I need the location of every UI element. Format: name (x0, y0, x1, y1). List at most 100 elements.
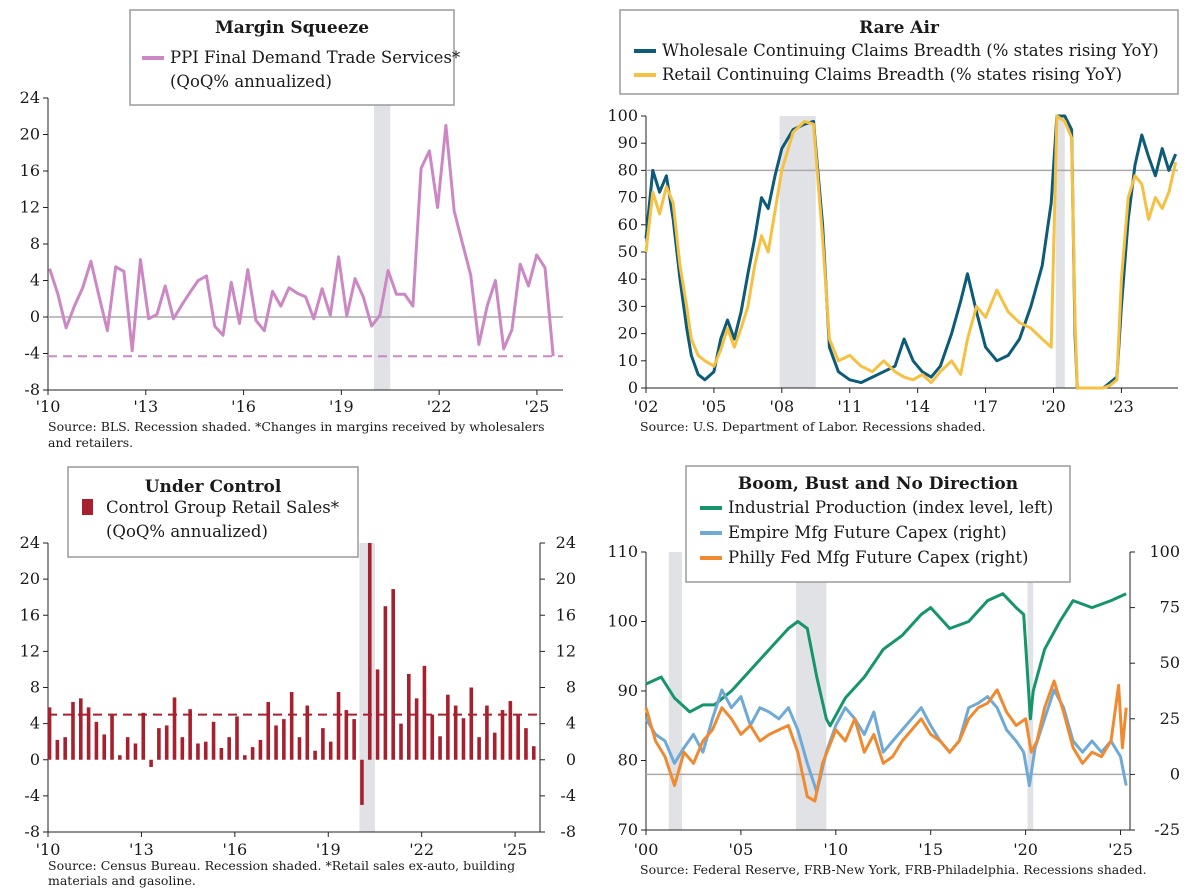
bar (492, 732, 497, 760)
y-tick-label-right: 0 (566, 750, 576, 769)
y-tick-label-right: 20 (556, 569, 576, 588)
y-tick-label-right: 50 (1160, 653, 1180, 672)
bar (289, 692, 294, 760)
bar (531, 746, 536, 760)
legend-label: Industrial Production (index level, left… (728, 498, 1053, 517)
x-tick-label: '10 (36, 397, 61, 416)
bar (266, 701, 271, 760)
y-tick-label: 100 (607, 612, 638, 631)
bar (344, 710, 349, 760)
bar (227, 737, 231, 760)
bar (524, 728, 528, 760)
bar (196, 743, 200, 760)
series-line-1 (644, 114, 1178, 390)
x-tick-label: '19 (329, 397, 354, 416)
y-tick-label-right: -4 (560, 786, 576, 805)
x-tick-label: '23 (1109, 397, 1134, 416)
legend-box (67, 466, 359, 558)
bar (485, 705, 489, 760)
bar (391, 589, 395, 760)
series-line-3 (644, 679, 1128, 803)
y-tick-label: 20 (618, 324, 638, 343)
y-tick-label: 16 (20, 161, 40, 180)
x-tick-label: '11 (837, 397, 862, 416)
y-tick-label: 10 (618, 351, 638, 370)
bar (305, 705, 310, 760)
y-tick-label-right: -25 (1154, 820, 1180, 839)
recession-band (373, 98, 391, 390)
y-tick-label: 12 (20, 198, 40, 217)
bar (367, 543, 372, 760)
y-tick-label: 16 (20, 605, 40, 624)
x-tick-label: '16 (222, 840, 247, 859)
bar (94, 721, 99, 760)
source-note-2: and retailers. (48, 435, 133, 450)
y-tick-label-right: 16 (556, 605, 576, 624)
bar (219, 748, 224, 760)
y-tick-label-right: 24 (556, 533, 576, 552)
bar (125, 737, 130, 760)
source-note: Source: Federal Reserve, FRB-New York, F… (640, 862, 1147, 877)
bar (446, 694, 450, 760)
y-tick-label-right: 12 (556, 641, 576, 660)
x-tick-label: '00 (634, 840, 659, 859)
bar (78, 698, 83, 760)
bar (102, 734, 107, 760)
legend-label: (QoQ% annualized) (170, 72, 332, 91)
bar (71, 701, 75, 760)
y-tick-label: 20 (20, 125, 40, 144)
y-tick-label-right: 25 (1160, 709, 1180, 728)
bar (383, 606, 388, 760)
x-tick-label: '08 (769, 397, 794, 416)
y-tick-label: 20 (20, 569, 40, 588)
x-tick-label: '25 (525, 397, 550, 416)
bar (133, 743, 138, 760)
bar (438, 736, 442, 760)
bar (328, 741, 333, 760)
legend-swatch (82, 499, 93, 515)
bar (47, 707, 52, 760)
y-tick-label: 80 (618, 751, 638, 770)
legend-label: Control Group Retail Sales* (106, 498, 339, 517)
bar (235, 716, 239, 760)
x-tick-label: '13 (129, 840, 154, 859)
legend-label: Wholesale Continuing Claims Breadth (% s… (662, 41, 1159, 60)
bar (110, 714, 114, 760)
recession-band (1055, 116, 1065, 388)
bar (86, 707, 91, 760)
x-tick-label: '22 (427, 397, 452, 416)
bar (453, 705, 458, 760)
legend-box (129, 9, 455, 106)
y-tick-label-right: 8 (566, 678, 576, 697)
source-note: Source: Census Bureau. Recession shaded.… (48, 858, 515, 873)
bar (250, 747, 255, 760)
bar (461, 718, 466, 760)
legend-label: (QoQ% annualized) (106, 522, 268, 541)
bar (430, 714, 435, 760)
series-line-2 (644, 688, 1128, 794)
y-tick-label: 90 (618, 681, 638, 700)
x-tick-label: '05 (702, 397, 727, 416)
bar (336, 692, 341, 760)
y-tick-label: -4 (24, 786, 40, 805)
y-tick-label: -8 (24, 380, 40, 399)
y-tick-label-right: 4 (566, 714, 576, 733)
y-tick-label: 24 (20, 533, 40, 552)
chart-2: 1009080706050403020100'02'05'08'11'14'17… (607, 9, 1179, 434)
y-tick-label: 8 (30, 234, 40, 253)
y-tick-label: 90 (618, 133, 638, 152)
bar (282, 719, 286, 760)
x-tick-label: '19 (316, 840, 341, 859)
x-tick-label: '17 (973, 397, 998, 416)
y-tick-label: 24 (20, 88, 40, 107)
bar (297, 737, 302, 760)
bar (203, 741, 208, 760)
bar (352, 719, 356, 760)
x-tick-label: '14 (905, 397, 930, 416)
bar (55, 739, 60, 760)
bar (211, 721, 216, 760)
legend-label: Retail Continuing Claims Breadth (% stat… (662, 65, 1122, 84)
x-tick-label: '05 (729, 840, 754, 859)
